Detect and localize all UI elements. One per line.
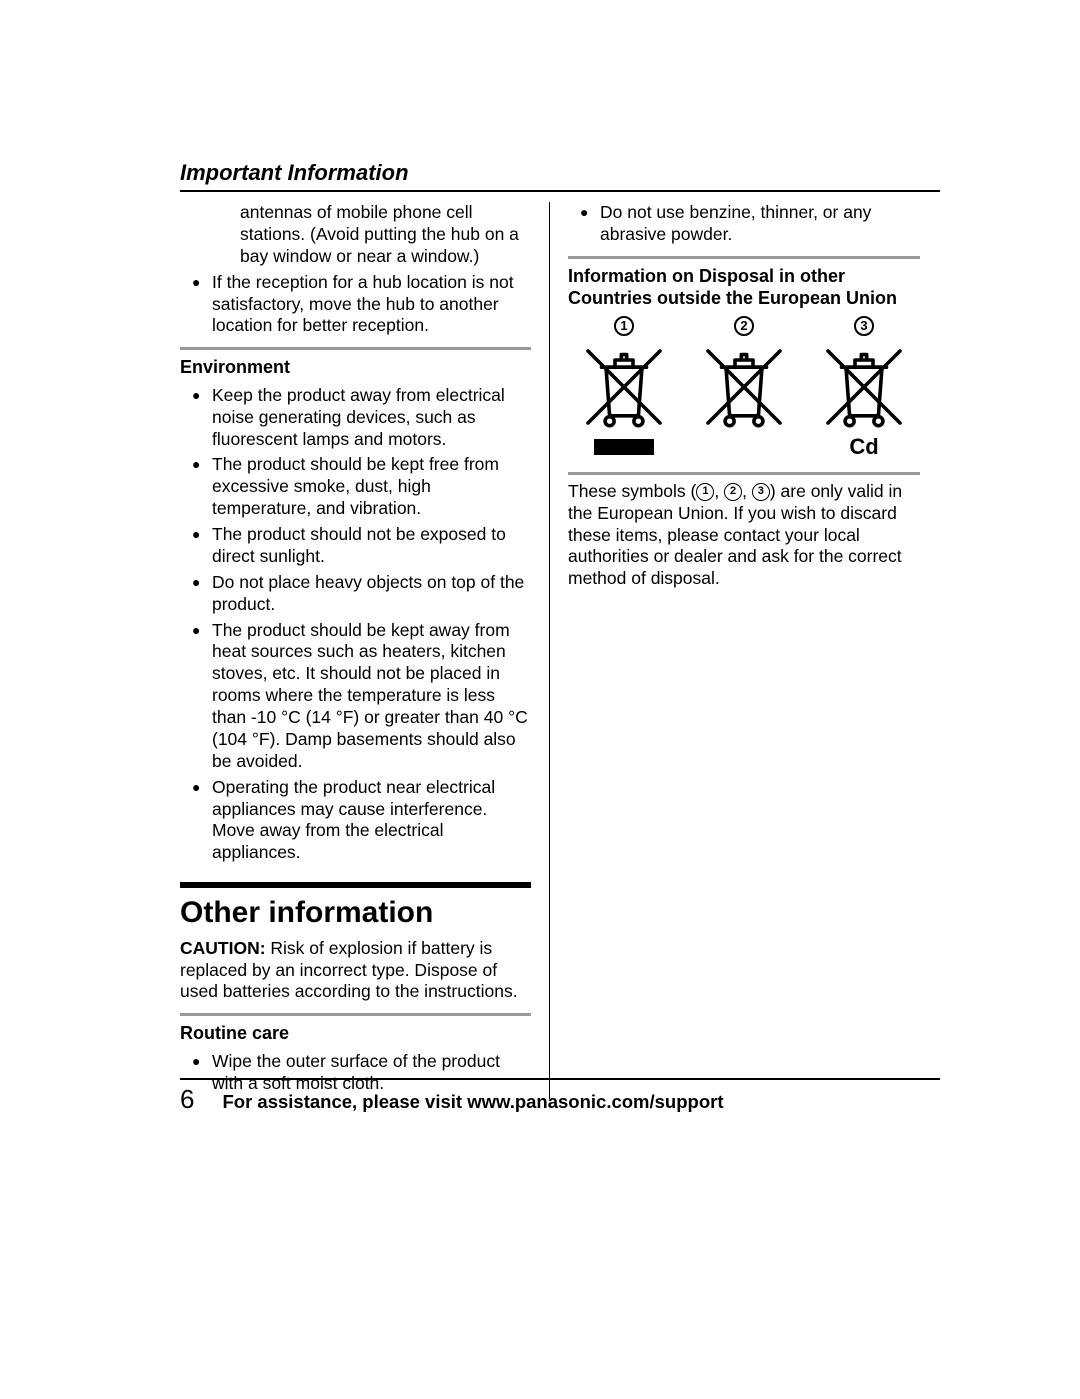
right-column: Do not use benzine, thinner, or any abra… (550, 202, 920, 1099)
continued-bullet-list: If the reception for a hub location is n… (180, 272, 531, 338)
circled-number-icon: 2 (734, 316, 754, 336)
divider (180, 1013, 531, 1016)
disposal-icon-2: 2 (694, 316, 794, 458)
continued-text: antennas of mobile phone cell stations. … (180, 202, 531, 268)
list-item: Keep the product away from electrical no… (180, 385, 531, 451)
left-column: antennas of mobile phone cell stations. … (180, 202, 550, 1099)
cd-label: Cd (849, 433, 878, 461)
page-footer: 6 For assistance, please visit www.panas… (180, 1078, 940, 1115)
divider (568, 256, 920, 259)
symbols-sep: , (714, 481, 724, 501)
disposal-heading: Information on Disposal in other Countri… (568, 265, 920, 310)
divider (180, 347, 531, 350)
symbols-text-pre: These symbols ( (568, 481, 696, 501)
crossed-bin-icon (699, 342, 789, 432)
two-column-layout: antennas of mobile phone cell stations. … (180, 202, 940, 1099)
disposal-icons-row: 1 (568, 316, 920, 458)
list-item: The product should not be exposed to dir… (180, 524, 531, 568)
list-item: The product should be kept free from exc… (180, 454, 531, 520)
symbols-sep: , (742, 481, 752, 501)
other-info-heading: Other information (180, 894, 531, 932)
circled-number-inline-icon: 3 (752, 483, 770, 501)
environment-heading: Environment (180, 356, 531, 379)
main-divider (180, 882, 531, 888)
list-item: Do not use benzine, thinner, or any abra… (568, 202, 920, 246)
black-bar-icon (594, 439, 654, 455)
page-number: 6 (180, 1084, 194, 1115)
page-header: Important Information (180, 160, 940, 192)
crossed-bin-icon (819, 342, 909, 432)
crossed-bin-icon (579, 342, 669, 432)
divider (568, 472, 920, 475)
circled-number-icon: 3 (854, 316, 874, 336)
list-item: The product should be kept away from hea… (180, 620, 531, 773)
list-item: Do not place heavy objects on top of the… (180, 572, 531, 616)
list-item: If the reception for a hub location is n… (180, 272, 531, 338)
symbols-paragraph: These symbols (1, 2, 3) are only valid i… (568, 481, 920, 590)
disposal-icon-3: 3 Cd (814, 316, 914, 458)
environment-list: Keep the product away from electrical no… (180, 385, 531, 864)
circled-number-inline-icon: 1 (696, 483, 714, 501)
routine-care-heading: Routine care (180, 1022, 531, 1045)
caution-paragraph: CAUTION: Risk of explosion if battery is… (180, 938, 531, 1004)
footer-assistance-text: For assistance, please visit www.panason… (222, 1091, 723, 1113)
caution-label: CAUTION: (180, 938, 266, 958)
right-top-list: Do not use benzine, thinner, or any abra… (568, 202, 920, 246)
under-icon-3: Cd (849, 436, 878, 458)
under-icon-1 (594, 436, 654, 458)
circled-number-icon: 1 (614, 316, 634, 336)
list-item: Operating the product near electrical ap… (180, 777, 531, 865)
disposal-icon-1: 1 (574, 316, 674, 458)
page-body: Important Information antennas of mobile… (180, 160, 940, 1099)
circled-number-inline-icon: 2 (724, 483, 742, 501)
